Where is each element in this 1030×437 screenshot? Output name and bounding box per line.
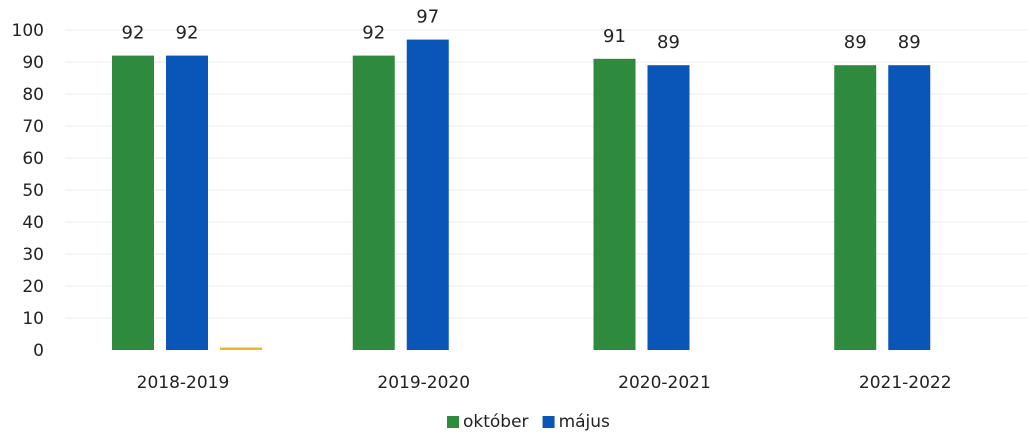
legend-swatch — [447, 416, 459, 428]
bar — [834, 65, 877, 350]
data-label: 97 — [416, 7, 439, 28]
data-label: 92 — [176, 23, 199, 44]
y-tick-label: 40 — [22, 213, 44, 233]
x-tick-label: 2018-2019 — [137, 373, 230, 393]
y-axis: 0 10 20 30 40 50 60 70 80 90 100 — [12, 21, 44, 361]
bar — [220, 347, 262, 350]
y-tick-label: 10 — [22, 309, 44, 329]
bar — [593, 58, 636, 351]
x-tick-label: 2020-2021 — [618, 373, 711, 393]
data-label: 89 — [844, 32, 867, 53]
x-tick-label: 2021-2022 — [859, 373, 952, 393]
legend-label: május — [559, 412, 610, 432]
y-tick-label: 90 — [22, 53, 44, 73]
data-label: 89 — [898, 32, 921, 53]
bar — [352, 55, 395, 350]
gridlines — [65, 29, 1028, 319]
y-tick-label: 80 — [22, 85, 44, 105]
data-label: 89 — [657, 32, 680, 53]
x-tick-label: 2019-2020 — [377, 373, 470, 393]
bar — [406, 39, 449, 350]
y-tick-label: 70 — [22, 117, 44, 137]
data-label: 92 — [362, 23, 385, 44]
bar — [647, 65, 690, 350]
y-tick-label: 60 — [22, 149, 44, 169]
bars — [112, 39, 931, 351]
bar — [166, 55, 208, 350]
legend-swatch — [542, 416, 555, 428]
y-tick-label: 100 — [12, 21, 44, 41]
y-tick-label: 20 — [22, 277, 44, 297]
data-label: 92 — [122, 23, 145, 44]
x-axis: 2018-2019 2019-2020 2020-2021 2021-2022 — [137, 373, 952, 393]
legend: október május — [447, 412, 610, 432]
legend-label: október — [463, 412, 529, 432]
y-tick-label: 50 — [22, 181, 44, 201]
y-tick-label: 30 — [22, 245, 44, 265]
y-tick-label: 0 — [33, 341, 44, 361]
data-label: 91 — [603, 26, 626, 47]
data-labels: 92 92 92 97 91 89 89 89 — [122, 7, 921, 54]
bar — [888, 65, 931, 350]
bar — [112, 55, 154, 350]
